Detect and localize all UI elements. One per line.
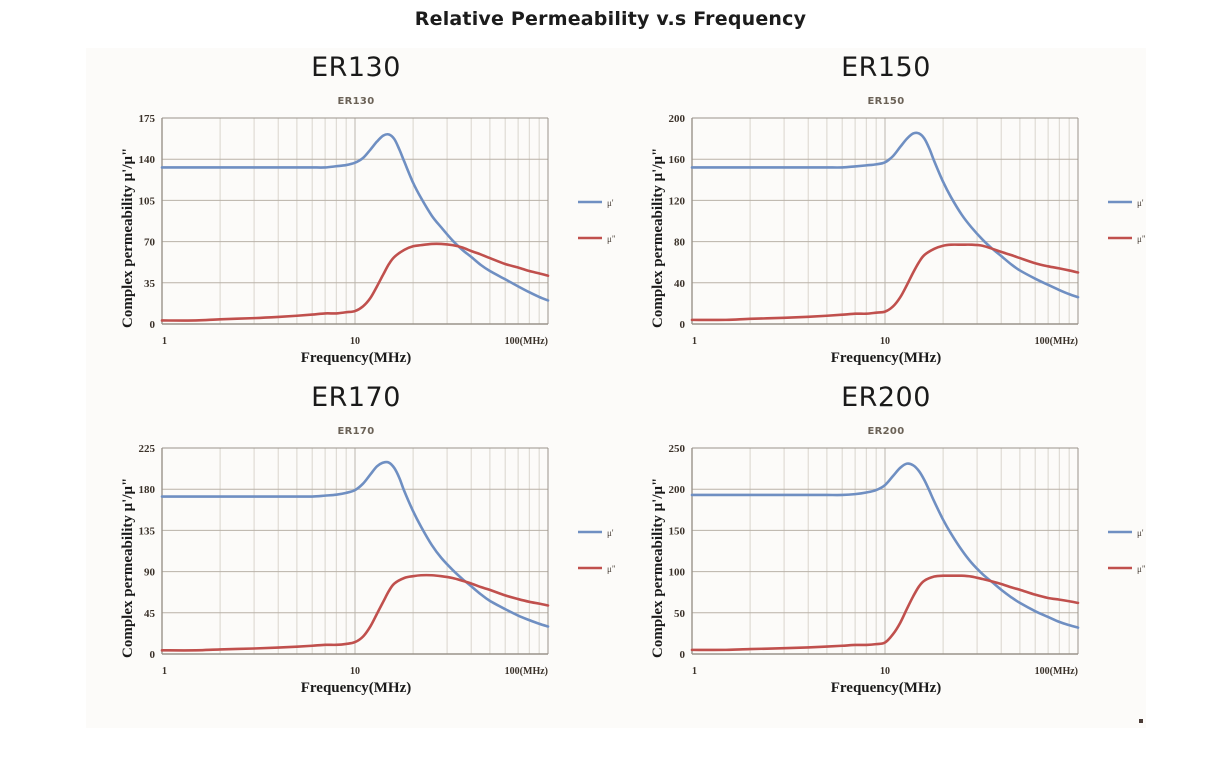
x-axis-label: Frequency(MHz) bbox=[300, 680, 412, 696]
svg-text:100(MHz): 100(MHz) bbox=[505, 666, 548, 677]
svg-text:μ': μ' bbox=[1137, 198, 1144, 208]
x-axis-label: Frequency(MHz) bbox=[830, 350, 942, 366]
panel-title: ER200 bbox=[841, 382, 931, 413]
svg-text:0: 0 bbox=[150, 649, 156, 661]
svg-text:70: 70 bbox=[144, 237, 156, 249]
svg-text:μ": μ" bbox=[607, 234, 616, 244]
panel-er200: ER200 ER200 0 50 100 150 200 250 1 10 100(MHz) μ'… bbox=[616, 382, 1156, 712]
svg-text:0: 0 bbox=[680, 319, 686, 331]
svg-text:1: 1 bbox=[162, 666, 167, 677]
svg-text:μ': μ' bbox=[607, 528, 614, 538]
svg-text:μ': μ' bbox=[1137, 528, 1144, 538]
panel-subtitle: ER150 bbox=[867, 96, 905, 107]
svg-text:200: 200 bbox=[669, 113, 686, 125]
svg-text:10: 10 bbox=[880, 666, 890, 677]
svg-text:50: 50 bbox=[674, 608, 686, 620]
svg-text:0: 0 bbox=[680, 649, 686, 661]
svg-text:120: 120 bbox=[669, 195, 686, 207]
svg-text:100(MHz): 100(MHz) bbox=[505, 336, 548, 347]
svg-text:10: 10 bbox=[350, 666, 360, 677]
panel-title: ER130 bbox=[311, 52, 401, 83]
svg-text:100(MHz): 100(MHz) bbox=[1035, 336, 1078, 347]
svg-text:200: 200 bbox=[669, 484, 686, 496]
svg-text:80: 80 bbox=[674, 237, 686, 249]
svg-text:1: 1 bbox=[692, 666, 697, 677]
svg-text:160: 160 bbox=[669, 154, 686, 166]
svg-text:μ": μ" bbox=[1137, 234, 1146, 244]
y-axis-label: Complex permeability μ'/μ" bbox=[120, 147, 136, 328]
svg-text:100: 100 bbox=[669, 567, 686, 579]
panel-title: ER150 bbox=[841, 52, 931, 83]
svg-text:100(MHz): 100(MHz) bbox=[1035, 666, 1078, 677]
panel-er150: ER150 ER150 0 40 80 120 160 200 1 10 100(MHz) μ' μ… bbox=[616, 52, 1156, 382]
svg-text:150: 150 bbox=[669, 525, 686, 537]
svg-text:40: 40 bbox=[674, 278, 686, 290]
figure-card bbox=[86, 48, 1146, 728]
panel-subtitle: ER130 bbox=[337, 96, 375, 107]
svg-text:μ": μ" bbox=[1137, 564, 1146, 574]
svg-text:90: 90 bbox=[144, 567, 156, 579]
svg-text:135: 135 bbox=[139, 525, 156, 537]
scan-artifact bbox=[1139, 719, 1143, 723]
svg-text:10: 10 bbox=[880, 336, 890, 347]
svg-text:μ': μ' bbox=[607, 198, 614, 208]
y-axis-label: Complex permeability μ'/μ" bbox=[120, 477, 136, 658]
y-axis-label: Complex permeability μ'/μ" bbox=[650, 147, 666, 328]
svg-text:1: 1 bbox=[162, 336, 167, 347]
panel-subtitle: ER200 bbox=[867, 426, 905, 437]
panel-subtitle: ER170 bbox=[337, 426, 375, 437]
y-axis-label: Complex permeability μ'/μ" bbox=[650, 477, 666, 658]
svg-text:175: 175 bbox=[139, 113, 156, 125]
svg-text:1: 1 bbox=[692, 336, 697, 347]
svg-text:180: 180 bbox=[139, 484, 156, 496]
page-title: Relative Permeability v.s Frequency bbox=[414, 8, 807, 30]
svg-text:0: 0 bbox=[150, 319, 156, 331]
svg-text:105: 105 bbox=[139, 195, 156, 207]
panel-er170: ER170 ER170 0 45 90 135 180 225 1 10 100(MHz) μ' μ… bbox=[86, 382, 626, 712]
x-axis-label: Frequency(MHz) bbox=[300, 350, 412, 366]
svg-text:μ": μ" bbox=[607, 564, 616, 574]
svg-text:10: 10 bbox=[350, 336, 360, 347]
svg-text:225: 225 bbox=[139, 443, 156, 455]
panel-title: ER170 bbox=[311, 382, 401, 413]
svg-text:140: 140 bbox=[139, 154, 156, 166]
svg-text:250: 250 bbox=[669, 443, 686, 455]
x-axis-label: Frequency(MHz) bbox=[830, 680, 942, 696]
svg-text:35: 35 bbox=[144, 278, 156, 290]
svg-text:45: 45 bbox=[144, 608, 156, 620]
panel-er130: ER130 ER130 0 35 70 105 140 175 1 10 100(MHz) μ' μ… bbox=[86, 52, 626, 382]
